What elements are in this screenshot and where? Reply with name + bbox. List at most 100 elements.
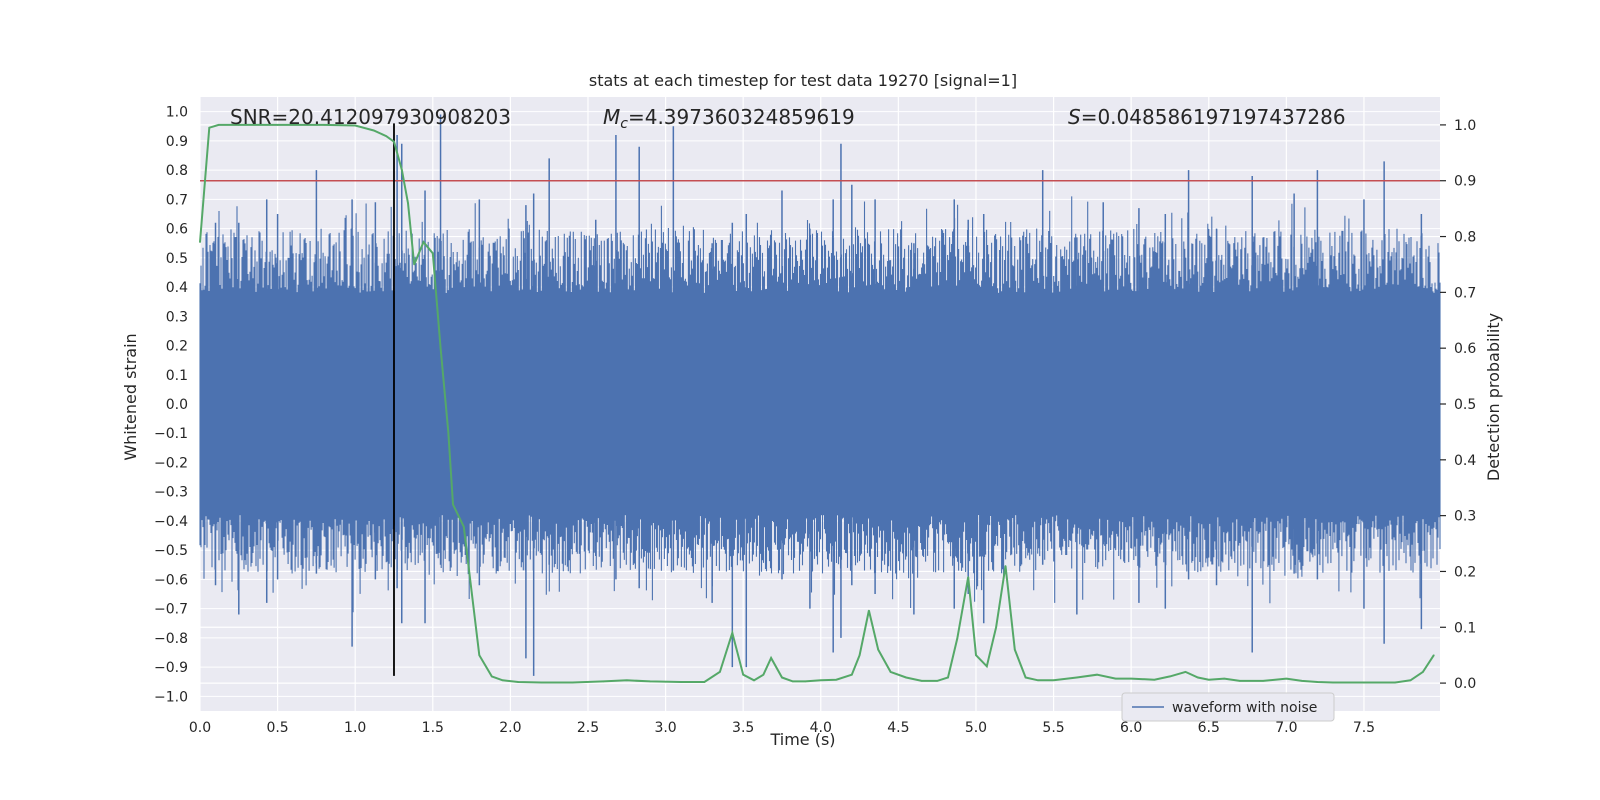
right-y-tick-label: 1.0: [1454, 118, 1476, 134]
right-y-tick-label: 0.3: [1454, 509, 1476, 525]
probability-point: [431, 252, 434, 255]
probability-point: [889, 671, 892, 673]
probability-point: [1004, 565, 1007, 567]
probability-point: [407, 202, 409, 204]
mc-value: =4.397360324859619: [628, 105, 855, 129]
probability-point: [649, 680, 651, 683]
y-tick-label: 0.1: [166, 368, 188, 384]
right-y-tick-label: 0.1: [1454, 620, 1476, 636]
probability-point: [1052, 679, 1055, 682]
probability-point: [1394, 681, 1396, 684]
legend: waveform with noise: [1121, 692, 1335, 722]
probability-point: [851, 673, 853, 676]
probability-points: [199, 124, 1435, 684]
probability-point: [947, 676, 949, 679]
y-tick-label: −1.0: [154, 689, 188, 705]
probability-point: [956, 637, 959, 640]
waveform-spikes: [214, 114, 1423, 676]
y-tick-label: −0.3: [154, 485, 188, 501]
x-tick-label: 2.5: [577, 720, 599, 736]
probability-point: [1316, 681, 1319, 683]
probability-point: [719, 671, 721, 673]
probability-point: [742, 673, 744, 676]
probability-point: [731, 632, 734, 634]
probability-point: [237, 124, 240, 126]
probability-point: [1223, 677, 1226, 680]
probability-point: [1409, 679, 1412, 682]
x-tick-label: 3.0: [654, 720, 676, 736]
probability-point: [1153, 678, 1156, 681]
probability-point: [490, 675, 493, 678]
x-tick-label: 0.0: [189, 720, 211, 736]
chart-title: stats at each timestep for test data 192…: [589, 71, 1017, 90]
probability-point: [936, 680, 938, 682]
probability-point: [703, 681, 706, 683]
y-tick-label: 0.3: [166, 309, 188, 325]
x-axis-label: Time (s): [769, 730, 835, 749]
probability-point: [199, 241, 201, 243]
y-tick-label: 0.0: [166, 397, 188, 413]
probability-point: [400, 168, 403, 171]
probability-point: [1422, 671, 1424, 673]
probability-point: [781, 676, 783, 679]
x-tick-label: 6.5: [1198, 720, 1220, 736]
y-tick-label: 0.4: [166, 280, 188, 296]
probability-point: [1013, 648, 1016, 651]
x-tick-label: 5.0: [965, 720, 987, 736]
right-y-tick-label: 0.9: [1454, 174, 1476, 190]
y-tick-label: −0.2: [154, 455, 188, 471]
x-tick-label: 6.0: [1120, 720, 1142, 736]
y-tick-label: 1.0: [166, 105, 188, 121]
probability-point: [602, 680, 605, 683]
x-tick-label: 1.0: [344, 720, 366, 736]
probability-point: [762, 673, 765, 676]
right-y-tick-label: 0.2: [1454, 564, 1476, 580]
probability-point: [868, 609, 870, 612]
probability-point: [517, 681, 519, 683]
probability-point: [967, 576, 970, 578]
x-tick-label: 4.5: [887, 720, 909, 736]
y-tick-label: −0.1: [154, 426, 188, 442]
probability-point: [625, 679, 628, 682]
probability-point: [1432, 654, 1435, 656]
probability-point: [422, 241, 425, 243]
probability-point: [877, 648, 879, 651]
legend-label: waveform with noise: [1172, 700, 1317, 716]
y-tick-label: 0.7: [166, 192, 188, 208]
right-y-tick-labels: 1.0 0.9 0.8 0.7 0.6 0.5 0.4 0.3 0.2 0.1 0.0: [1440, 118, 1476, 692]
probability-point: [1114, 677, 1117, 680]
mc-symbol: M: [603, 105, 620, 129]
probability-point: [753, 679, 755, 682]
probability-point: [1363, 681, 1365, 684]
y-tick-label: 0.5: [166, 251, 188, 267]
s-value: =0.048586197197437286: [1081, 105, 1346, 129]
x-tick-label: 7.0: [1275, 720, 1297, 736]
x-tick-label: 3.5: [732, 720, 754, 736]
left-y-tick-labels: 1.0 0.9 0.8 0.7 0.6 0.5 0.4 0.3 0.2 0.1 0.0 −0.1 −0.…: [154, 105, 188, 706]
right-y-tick-label: 0.5: [1454, 397, 1476, 413]
probability-point: [571, 681, 574, 684]
probability-point: [1024, 676, 1027, 679]
y-tick-label: −0.8: [154, 631, 188, 647]
probability-point: [217, 124, 220, 126]
probability-point: [447, 431, 450, 433]
probability-point: [463, 526, 465, 528]
right-y-tick-label: 0.6: [1454, 341, 1476, 357]
probability-point: [1301, 680, 1303, 682]
y-tick-label: −0.9: [154, 660, 188, 676]
y-tick-label: −0.4: [154, 514, 188, 530]
probability-point: [208, 126, 211, 129]
probability-point: [1184, 671, 1187, 673]
probability-point: [975, 654, 977, 656]
y-axis-label: Whitened strain: [121, 333, 140, 460]
chirp-mass-annotation: Mc=4.397360324859619: [603, 105, 855, 132]
probability-point: [385, 135, 388, 137]
snr-annotation: SNR=20.412097930908203: [230, 105, 511, 129]
right-y-axis-label: Detection probability: [1484, 313, 1503, 481]
right-y-tick-label: 0.4: [1454, 453, 1476, 469]
probability-point: [1130, 677, 1132, 680]
s-statistic-annotation: S=0.048586197197437286: [1068, 105, 1346, 129]
probability-point: [804, 680, 807, 683]
x-tick-label: 7.5: [1353, 720, 1375, 736]
